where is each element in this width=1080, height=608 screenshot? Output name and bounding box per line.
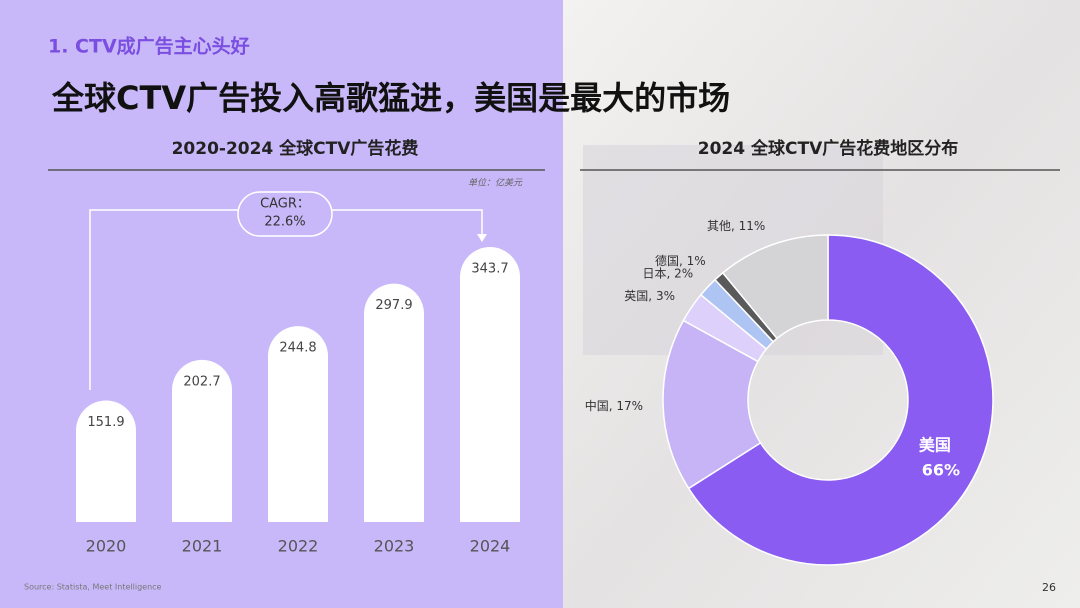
slice-category: 中国 [585,397,609,412]
unit-label: 单位：亿美元 [468,178,523,189]
donut-chart: 美国 66% 中国, 17% 英国, 3% 日本, 2%德国, 1% 其他, 11% [585,218,994,566]
chart-title: 2020-2024 全球CTV广告花费 [172,138,419,159]
x-tick-label: 2024 [470,537,511,556]
x-tick-label: 2022 [278,537,319,556]
donut-slice [721,234,829,340]
slice-value: 1% [687,254,706,268]
separator: , [679,254,687,268]
slice-category: 日本 [642,266,666,280]
slice-label: 其他, 11% [707,218,765,232]
headline: 全球CTV广告投入高歌猛进，美国是最大的市场 [51,79,730,117]
slice-label: 中国, 17% [585,397,643,412]
donut-slice [662,319,762,490]
slice-value: 11% [739,218,766,232]
slice-label: 美国 [919,435,951,454]
slice-value: 17% [616,398,643,412]
bar [460,247,520,523]
bar-base [268,492,328,522]
chart-title: 2024 全球CTV广告花费地区分布 [698,138,958,159]
x-tick-label: 2021 [182,537,223,556]
slice-value: 66% [922,460,960,479]
section-title: 1. CTV成广告主心头好 [48,35,250,58]
cagr-label: CAGR： [260,197,310,212]
data-label: 244.8 [279,341,316,356]
slice-category: 德国 [655,253,679,268]
slice-value: 3% [656,289,675,303]
bar [172,359,232,522]
donut-slice [687,234,994,566]
slice-category: 英国 [624,289,648,303]
separator: , [666,266,674,280]
data-label: 297.9 [375,298,412,313]
slice-label: 日本, 2% [642,266,693,280]
cagr-bubble [237,191,333,237]
data-label: 343.7 [471,262,508,277]
source: Source: Statista, Meet Intelligence [24,583,162,592]
bar-base [364,492,424,522]
data-label: 151.9 [87,415,124,430]
x-tick-label: 2020 [86,537,127,556]
data-label: 202.7 [183,374,220,389]
bar-base [460,492,520,522]
bar [76,400,136,522]
bar-base [172,492,232,522]
bar [364,283,424,522]
page-number: 26 [1042,581,1056,594]
x-tick-label: 2023 [374,537,415,556]
slice-value: 2% [674,266,693,280]
bar-chart: 151.9 2020 202.7 2021 244.8 2022 297.9 2023 343.… [76,247,520,556]
slice-category: 其他 [707,218,731,232]
cagr-arrow [477,234,487,242]
separator: , [731,218,739,232]
slice-label: 德国, 1% [655,253,706,268]
bar-base [76,492,136,522]
cagr-value: 22.6% [264,215,305,230]
separator: , [648,289,656,303]
slice-label: 英国, 3% [624,289,675,303]
separator: , [609,398,617,412]
bar [268,326,328,522]
